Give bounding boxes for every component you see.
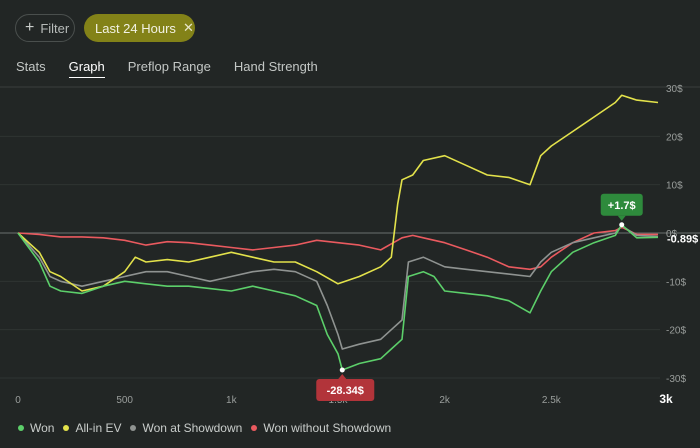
legend-label-won-at-showdown: Won at Showdown xyxy=(142,421,243,435)
min-point-marker xyxy=(339,367,345,373)
y-tick-label: 30$ xyxy=(666,84,683,95)
final-value-label: -0.89$ xyxy=(667,233,698,245)
tab-preflop-range[interactable]: Preflop Range xyxy=(127,59,211,74)
legend-dot-won xyxy=(18,425,24,431)
max-value-badge xyxy=(600,193,643,216)
x-tick-label: 3k xyxy=(659,392,673,406)
series-line-won-at-showdown[interactable] xyxy=(17,225,659,350)
legend-label-won: Won xyxy=(30,421,55,435)
legend-dot-won-at-showdown xyxy=(130,425,137,431)
close-icon[interactable]: ✕ xyxy=(182,20,194,35)
chart-legend: Won All-in EV Won at Showdown Won withou… xyxy=(18,421,400,435)
legend-item-won-at-showdown[interactable]: Won at Showdown xyxy=(130,421,242,435)
x-tick-label: 2.5k xyxy=(542,395,562,406)
tab-graph[interactable]: Graph xyxy=(68,59,105,78)
x-tick-label: 2k xyxy=(439,395,451,406)
legend-dot-won-without-showdown xyxy=(251,425,258,431)
legend-item-all-in-ev[interactable]: All-in EV xyxy=(63,421,121,435)
y-tick-label: 10$ xyxy=(666,181,683,192)
filter-button[interactable]: + Filter xyxy=(15,14,75,42)
time-range-label: Last 24 Hours xyxy=(95,20,176,36)
tab-stats[interactable]: Stats xyxy=(16,59,46,74)
x-tick-label: 0 xyxy=(15,395,21,406)
time-range-chip[interactable]: Last 24 Hours ✕ xyxy=(84,14,195,42)
legend-label-all-in-ev: All-in EV xyxy=(75,421,122,435)
legend-item-won[interactable]: Won xyxy=(18,421,54,435)
x-tick-label: 1k xyxy=(226,395,238,406)
series-line-won[interactable] xyxy=(17,224,659,371)
min-value-badge xyxy=(316,378,375,401)
tab-hand-strength[interactable]: Hand Strength xyxy=(233,59,318,74)
max-badge-pointer xyxy=(617,215,626,221)
y-tick-label: 20$ xyxy=(666,132,683,143)
series-line-won-without-showdown[interactable] xyxy=(17,226,658,271)
plus-icon: + xyxy=(25,19,35,36)
filter-label: Filter xyxy=(40,20,70,36)
min-badge-pointer xyxy=(338,373,347,379)
max-value-label: +1.7$ xyxy=(608,200,636,212)
y-tick-label: -30$ xyxy=(666,374,686,385)
legend-label-won-without-showdown: Won without Showdown xyxy=(263,421,392,435)
legend-dot-all-in-ev xyxy=(63,425,70,431)
series-line-all-in-ev[interactable] xyxy=(17,94,659,292)
max-point-marker xyxy=(619,222,625,228)
tab-bar: Stats Graph Preflop Range Hand Strength xyxy=(16,59,341,78)
min-value-label: -28.34$ xyxy=(327,385,364,397)
y-tick-label: -10$ xyxy=(666,277,686,288)
y-tick-label: 0$ xyxy=(666,229,678,240)
y-tick-label: -20$ xyxy=(666,326,686,337)
legend-item-won-without-showdown[interactable]: Won without Showdown xyxy=(251,421,391,435)
x-tick-label: 500 xyxy=(116,395,133,406)
